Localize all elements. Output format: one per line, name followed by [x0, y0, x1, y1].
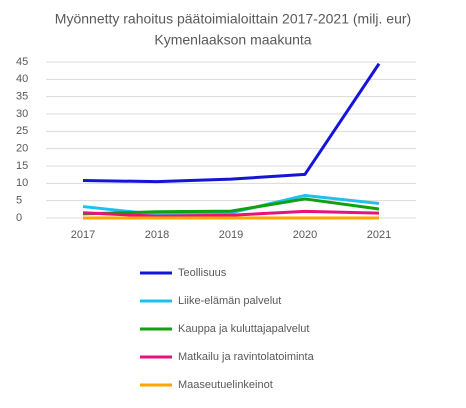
y-tick-label: 40	[16, 73, 28, 85]
chart-subtitle: Kymenlaakson maakunta	[154, 32, 311, 48]
chart-title: Myönnetty rahoitus päätoimialoittain 201…	[55, 11, 411, 27]
y-tick-label: 0	[16, 212, 22, 224]
series-line	[82, 62, 381, 184]
series-line	[82, 209, 380, 218]
legend-label: Kauppa ja kuluttajapalvelut	[178, 323, 309, 335]
x-tick-label: 2020	[293, 229, 317, 241]
y-tick-label: 10	[16, 177, 28, 189]
y-tick-label: 30	[16, 108, 28, 120]
series-line	[82, 197, 380, 216]
legend-label: Matkailu ja ravintolatoiminta	[178, 351, 315, 363]
y-tick-label: 20	[16, 143, 28, 155]
y-tick-label: 45	[16, 56, 28, 68]
legend-label: Liike-elämän palvelut	[178, 295, 281, 307]
y-tick-label: 5	[16, 195, 22, 207]
legend-label: Maaseutuelinkeinot	[178, 379, 273, 391]
y-tick-label: 35	[16, 91, 28, 103]
legend-label: Teollisuus	[178, 267, 227, 279]
x-tick-label: 2021	[367, 229, 391, 241]
x-tick-label: 2019	[219, 229, 243, 241]
y-tick-label: 25	[16, 125, 28, 137]
x-tick-label: 2018	[145, 229, 169, 241]
y-tick-label: 15	[16, 160, 28, 172]
x-tick-label: 2017	[71, 229, 95, 241]
